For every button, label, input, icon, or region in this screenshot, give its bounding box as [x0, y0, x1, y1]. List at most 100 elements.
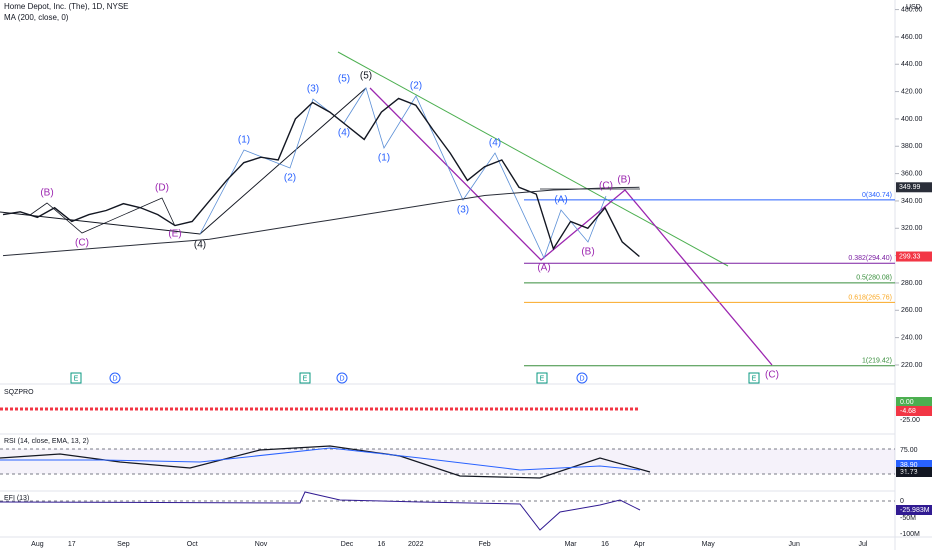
x-tick-label: Apr — [634, 541, 646, 548]
y-tick-label: 380.00 — [901, 143, 923, 150]
event-icon — [336, 372, 348, 384]
x-tick-label: Sep — [117, 541, 130, 548]
wave-label: (D) — [155, 183, 169, 194]
y-tick-label: 320.00 — [901, 225, 923, 232]
efi-line — [0, 491, 641, 531]
wave-label: (5) — [360, 71, 372, 82]
wave-label: (A) — [537, 263, 550, 274]
price-tag-label: 299.33 — [899, 253, 921, 260]
event-icon — [536, 372, 548, 384]
x-tick-label: Dec — [341, 541, 354, 548]
event-label: D — [339, 375, 344, 382]
currency: USD — [906, 4, 921, 11]
x-tick-label: 16 — [601, 541, 609, 548]
y-tick-label: 420.00 — [901, 88, 923, 95]
wave-label: (4) — [489, 138, 501, 149]
indicator-tag — [896, 505, 932, 515]
wave-label: (B) — [581, 247, 594, 258]
x-tick-label: May — [702, 541, 716, 548]
y-tick-label: 440.00 — [901, 61, 923, 68]
x-tick-label: Aug — [31, 541, 44, 548]
wave-line — [199, 87, 607, 260]
event-icon — [299, 372, 311, 384]
indicator-tag — [896, 406, 932, 416]
indicator-axis-label: 0.00 — [900, 399, 914, 406]
price-tag-label: 349.99 — [899, 184, 921, 191]
event-label: D — [579, 375, 584, 382]
indicator-tag — [896, 460, 932, 470]
wave-label: (C) — [765, 370, 779, 381]
event-icon — [748, 372, 760, 384]
x-tick-label: 2022 — [408, 541, 424, 548]
event-label: E — [303, 375, 308, 382]
wave-line — [29, 197, 176, 234]
y-tick-label: 400.00 — [901, 116, 923, 123]
wave-label: (3) — [457, 205, 469, 216]
price-line — [2, 97, 640, 258]
y-tick-label: 480.00 — [901, 6, 923, 13]
wave-label: (4) — [338, 128, 350, 139]
event-icon — [576, 372, 588, 384]
wave-label: (4) — [194, 240, 206, 251]
event-label: E — [540, 375, 545, 382]
event-icon — [70, 372, 82, 384]
fib-label: 1(219.42) — [862, 358, 892, 365]
y-tick-label: 280.00 — [901, 280, 923, 287]
x-tick-label: Jul — [859, 541, 868, 548]
fib-label: 0.618(265.76) — [848, 294, 892, 301]
indicator-axis-label: -100M — [900, 531, 920, 538]
x-tick-label: Oct — [187, 541, 198, 548]
price-tag — [896, 251, 932, 262]
wave-label: (B) — [40, 188, 53, 199]
wave-line — [369, 87, 773, 366]
y-tick-label: 360.00 — [901, 170, 923, 177]
wave-label: (1) — [238, 135, 250, 146]
x-tick-label: Feb — [479, 541, 491, 548]
fib-label: 0(340.74) — [862, 192, 892, 199]
event-label: E — [74, 375, 79, 382]
rsi-ma — [0, 447, 641, 471]
wave-label: (2) — [410, 81, 422, 92]
indicator-name: RSI (14, close, EMA, 13, 2) — [4, 438, 89, 445]
indicator-name: EFI (13) — [4, 495, 29, 502]
wave-label: (E) — [168, 229, 181, 240]
indicator-axis-label: 38.90 — [900, 462, 918, 469]
y-tick-label: 240.00 — [901, 334, 923, 341]
chart-title: Home Depot, Inc. (The), 1D, NYSE — [4, 2, 129, 11]
wave-label: (C) — [599, 181, 613, 192]
indicator-axis-label: -25.00 — [900, 417, 920, 424]
y-tick-label: 260.00 — [901, 307, 923, 314]
indicator-name: SQZPRO — [4, 389, 34, 396]
price-tag — [896, 182, 932, 193]
wave-label: (3) — [307, 84, 319, 95]
indicator-axis-label: 0 — [900, 498, 904, 505]
wave-label: (A) — [554, 195, 567, 206]
x-tick-label: 17 — [68, 541, 76, 548]
event-icon — [109, 372, 121, 384]
indicator-axis-label: -25.983M — [900, 507, 930, 514]
event-label: E — [752, 375, 757, 382]
wave-label: (B) — [617, 175, 630, 186]
indicator-axis-label: 25.00 — [900, 472, 918, 479]
y-tick-label: 460.00 — [901, 34, 923, 41]
x-tick-label: Mar — [565, 541, 578, 548]
fib-label: 0.382(294.40) — [848, 255, 892, 262]
rsi-line — [0, 445, 651, 479]
wave-label: (C) — [75, 238, 89, 249]
wave-label: (2) — [284, 173, 296, 184]
indicator-tag — [896, 397, 932, 407]
wave-label: (5) — [338, 74, 350, 85]
y-tick-label: 220.00 — [901, 362, 923, 369]
indicator-axis-label: -50M — [900, 515, 916, 522]
x-tick-label: Nov — [255, 541, 268, 548]
moving-average — [2, 186, 640, 257]
fib-label: 0.5(280.08) — [856, 275, 892, 282]
x-tick-label: Jun — [789, 541, 800, 548]
event-label: D — [112, 375, 117, 382]
indicator-axis-label: -4.68 — [900, 408, 916, 415]
x-tick-label: 16 — [378, 541, 386, 548]
indicator-axis-label: 31.73 — [900, 469, 918, 476]
trend-line — [337, 51, 729, 267]
